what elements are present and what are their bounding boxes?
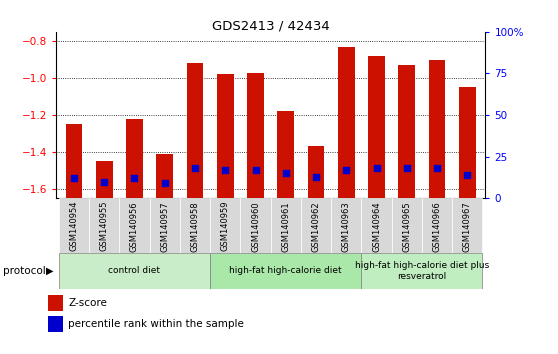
Bar (48, 295, 63, 311)
Text: protocol: protocol (3, 266, 46, 276)
Bar (338, 47, 354, 198)
Text: GSM140966: GSM140966 (432, 201, 441, 252)
Text: GSM140963: GSM140963 (341, 201, 351, 252)
Bar (59, 198, 89, 253)
Text: GSM140960: GSM140960 (251, 201, 260, 252)
Bar (398, 65, 415, 198)
Bar (368, 56, 385, 198)
Point (463, 172, 472, 178)
Text: percentile rank within the sample: percentile rank within the sample (68, 319, 244, 329)
Point (190, 165, 199, 171)
Bar (66, 124, 82, 198)
Text: ▶: ▶ (46, 266, 54, 276)
Point (281, 171, 290, 176)
Bar (247, 73, 264, 198)
Text: GSM140955: GSM140955 (100, 201, 109, 251)
Bar (331, 198, 362, 253)
Point (100, 179, 109, 184)
Bar (271, 198, 301, 253)
Text: GSM140967: GSM140967 (463, 201, 472, 252)
Text: GSM140958: GSM140958 (190, 201, 200, 252)
Text: GSM140964: GSM140964 (372, 201, 381, 252)
Bar (96, 161, 113, 198)
Bar (429, 59, 445, 198)
Bar (89, 198, 119, 253)
Point (311, 174, 320, 179)
Bar (210, 198, 240, 253)
Point (70, 176, 79, 181)
Text: GSM140956: GSM140956 (130, 201, 139, 252)
Bar (48, 316, 63, 332)
Text: GSM140965: GSM140965 (402, 201, 411, 252)
Bar (307, 147, 324, 198)
Text: control diet: control diet (108, 266, 161, 275)
Bar (187, 63, 203, 198)
Text: GSM140962: GSM140962 (311, 201, 320, 252)
Text: GSM140954: GSM140954 (69, 201, 79, 251)
Text: high-fat high-calorie diet plus
resveratrol: high-fat high-calorie diet plus resverat… (355, 261, 489, 280)
Bar (277, 112, 294, 198)
Bar (119, 198, 150, 253)
Point (372, 165, 381, 171)
Bar (240, 198, 271, 253)
Text: Z-score: Z-score (68, 298, 107, 308)
Bar (422, 198, 452, 253)
Text: GSM140959: GSM140959 (221, 201, 230, 251)
Point (432, 165, 441, 171)
Text: GSM140961: GSM140961 (281, 201, 290, 252)
Bar (156, 154, 173, 198)
Bar (301, 198, 331, 253)
Bar (150, 198, 180, 253)
Point (221, 167, 230, 173)
Point (342, 167, 351, 173)
Bar (126, 119, 143, 198)
Bar (452, 198, 483, 253)
Bar (362, 253, 483, 289)
Bar (362, 198, 392, 253)
Bar (217, 74, 234, 198)
Point (402, 165, 411, 171)
Point (160, 181, 169, 186)
Bar (459, 87, 475, 198)
Text: GDS2413 / 42434: GDS2413 / 42434 (211, 19, 330, 33)
Bar (392, 198, 422, 253)
Bar (180, 198, 210, 253)
Point (130, 176, 139, 181)
Text: high-fat high-calorie diet: high-fat high-calorie diet (229, 266, 342, 275)
Point (251, 167, 260, 173)
Bar (210, 253, 362, 289)
Text: GSM140957: GSM140957 (160, 201, 169, 252)
Bar (59, 253, 210, 289)
